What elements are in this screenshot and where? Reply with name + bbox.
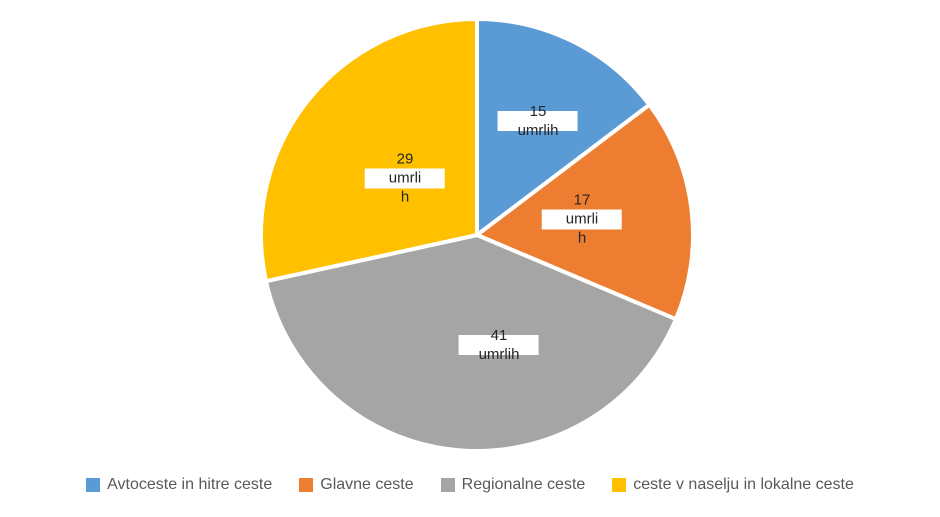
slice-label-line: h — [577, 229, 587, 247]
slice-label-line: 15 — [529, 103, 547, 120]
legend-item-label: Regionalne ceste — [461, 476, 586, 493]
slice-label-box — [542, 209, 622, 229]
legend-item-4: ceste v naselju in lokalne ceste — [612, 476, 854, 494]
slice-label-line: 29 — [396, 150, 414, 168]
slice-label-line: umrlih — [478, 346, 520, 363]
legend-swatch-icon — [299, 478, 314, 492]
slice-label-line: umrli — [388, 169, 422, 187]
slice-label-line: h — [400, 188, 410, 206]
slice-label-box — [365, 168, 445, 188]
legend-swatch-icon — [440, 478, 455, 492]
legend-item-label: Glavne ceste — [320, 476, 414, 493]
slice-label-line: 17 — [573, 191, 591, 209]
slice-label-box — [498, 111, 578, 131]
slice-label-1: 15 umrlih — [498, 102, 578, 140]
legend-swatch-icon — [612, 478, 627, 492]
legend-item-1: Avtoceste in hitre ceste — [86, 476, 272, 494]
legend-item-label: Avtoceste in hitre ceste — [107, 476, 273, 493]
slice-label-line: umrlih — [517, 122, 559, 139]
pie-slice-4 — [259, 17, 479, 284]
legend-item-2: Glavne ceste — [299, 476, 414, 494]
legend-item-label: ceste v naselju in lokalne ceste — [633, 476, 854, 493]
slice-label-line: 41 — [490, 327, 508, 344]
slice-label-2: 17 umrli h — [542, 191, 622, 248]
legend-item-3: Regionalne ceste — [440, 476, 586, 494]
slice-label-3: 41 umrlih — [459, 326, 539, 364]
legend: Avtoceste in hitre ceste Glavne ceste Regi… — [0, 476, 940, 494]
slice-label-4: 29 umrli h — [365, 150, 445, 207]
slice-label-line: umrli — [565, 210, 599, 228]
slice-label-box — [459, 335, 539, 355]
legend-swatch-icon — [86, 478, 101, 492]
